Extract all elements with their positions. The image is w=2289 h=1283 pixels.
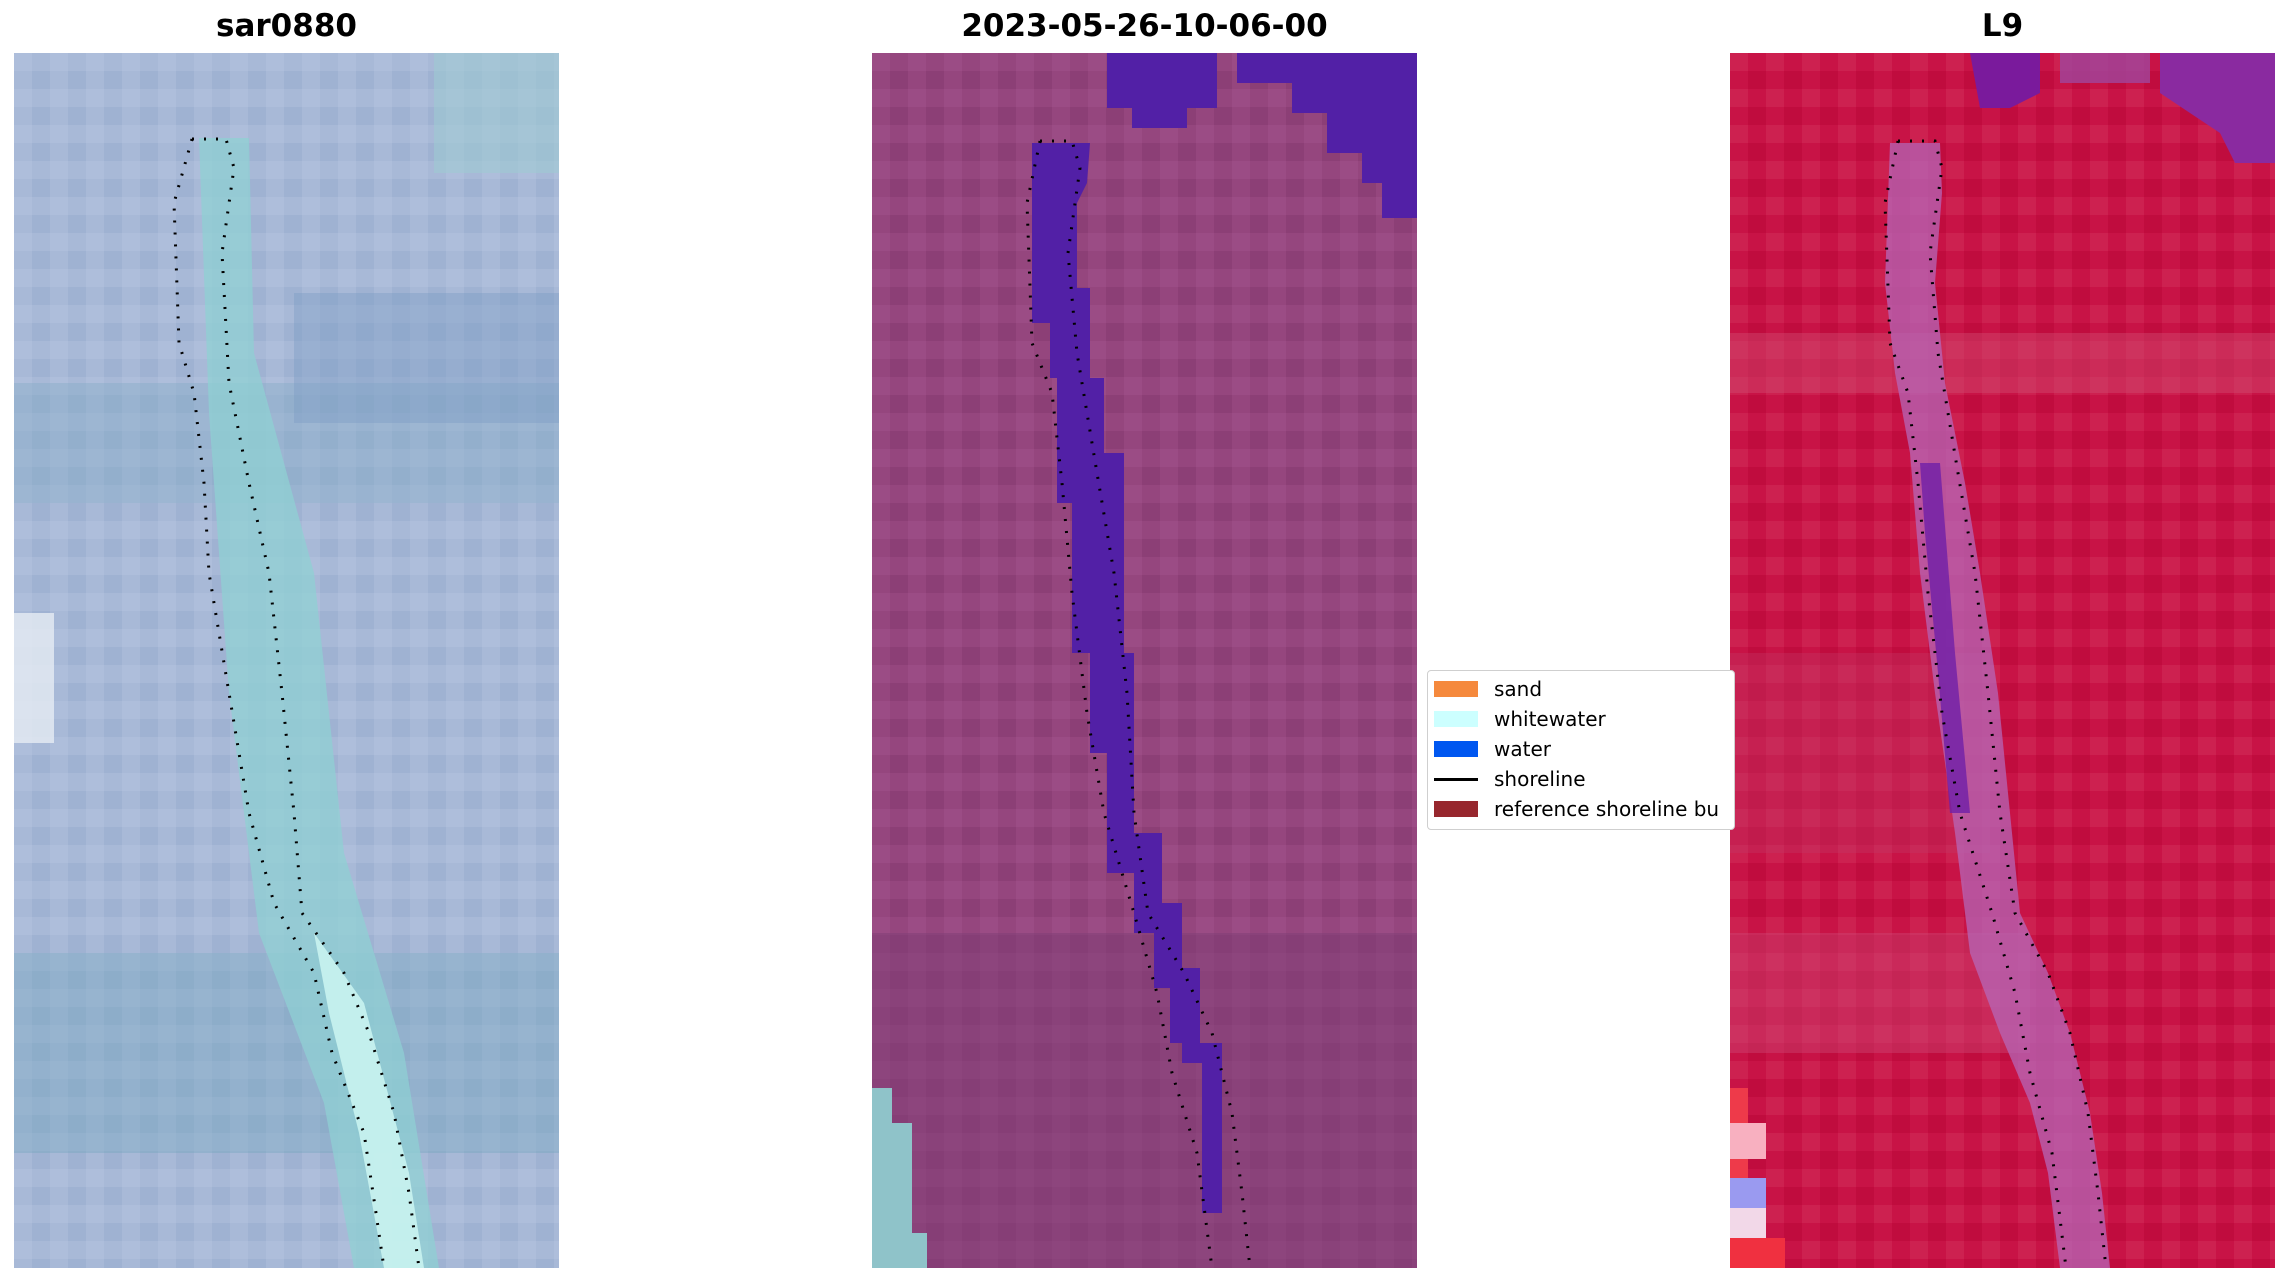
legend-label-reference-shoreline: reference shoreline bu bbox=[1494, 797, 1720, 821]
legend-item-sand: sand bbox=[1434, 676, 1542, 702]
panel-title-3: L9 bbox=[1981, 8, 2024, 44]
legend-item-whitewater: whitewater bbox=[1434, 706, 1606, 732]
image-panel-rgb bbox=[14, 53, 559, 1268]
legend-item-reference-shoreline: reference shoreline bu bbox=[1434, 796, 1719, 822]
legend-item-water: water bbox=[1434, 736, 1551, 762]
legend-label-whitewater: whitewater bbox=[1494, 707, 1606, 731]
shoreline-line-2 bbox=[1025, 140, 1214, 1268]
legend-label-shoreline: shoreline bbox=[1494, 767, 1586, 791]
legend-swatch-sand bbox=[1434, 681, 1478, 697]
false-color-image bbox=[1730, 53, 2275, 1268]
legend-item-shoreline: shoreline bbox=[1434, 766, 1586, 792]
legend: sand whitewater water shoreline referenc… bbox=[1427, 670, 1735, 830]
legend-line-shoreline bbox=[1434, 777, 1478, 781]
classified-image bbox=[872, 53, 1417, 1268]
image-panel-false-color bbox=[1730, 53, 2275, 1268]
rgb-satellite-image bbox=[14, 53, 559, 1268]
shoreline-line-2 bbox=[1883, 140, 2068, 1268]
panel-title-2: 2023-05-26-10-06-00 bbox=[961, 8, 1328, 44]
legend-swatch-whitewater bbox=[1434, 711, 1478, 727]
legend-label-water: water bbox=[1494, 737, 1551, 761]
image-panel-classified bbox=[872, 53, 1417, 1268]
panel-title-1: sar0880 bbox=[216, 8, 357, 44]
legend-swatch-water bbox=[1434, 741, 1478, 757]
legend-label-sand: sand bbox=[1494, 677, 1543, 701]
legend-swatch-reference-shoreline bbox=[1434, 801, 1478, 817]
